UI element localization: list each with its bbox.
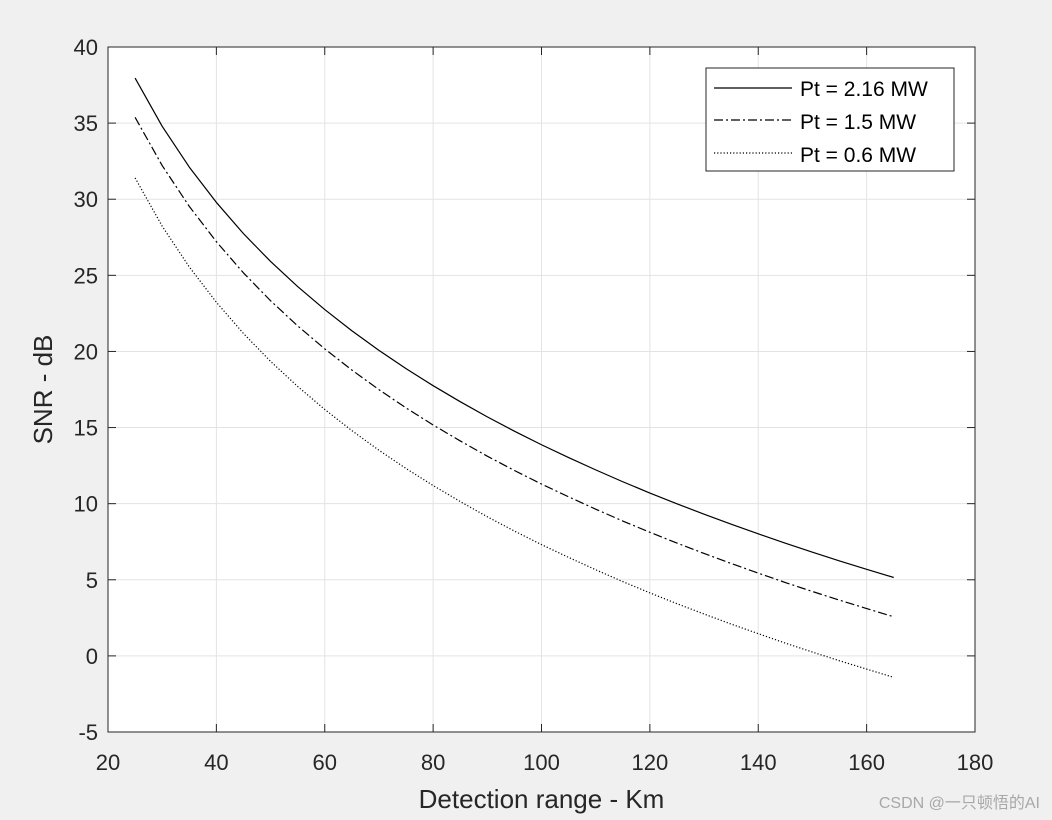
y-tick-label: 0 (86, 644, 98, 669)
y-tick-label: 5 (86, 568, 98, 593)
x-tick-label: 80 (421, 750, 445, 775)
y-tick-label: 20 (74, 339, 98, 364)
y-tick-label: 30 (74, 187, 98, 212)
series-line-1 (134, 117, 894, 618)
watermark-text: CSDN @一只顿悟的AI (879, 794, 1040, 812)
legend-label-1: Pt = 1.5 MW (800, 111, 916, 134)
x-tick-label: 20 (96, 750, 120, 775)
y-tick-label: 25 (74, 263, 98, 288)
axis-ticks (107, 46, 976, 733)
legend-box (705, 67, 955, 172)
x-tick-label: 160 (848, 750, 885, 775)
legend-label-0: Pt = 2.16 MW (800, 78, 928, 101)
y-tick-label: 15 (74, 416, 98, 441)
x-tick-label: 120 (632, 750, 669, 775)
x-tick-label: 40 (204, 750, 228, 775)
y-tick-label: 35 (74, 111, 98, 136)
x-tick-label: 180 (957, 750, 994, 775)
y-axis-title: SNR - dB (28, 335, 58, 445)
legend: Pt = 2.16 MW Pt = 1.5 MW Pt = 0.6 MW (705, 67, 955, 172)
series-line-0 (134, 77, 894, 579)
x-axis-title: Detection range - Km (419, 784, 665, 814)
y-tick-label: 40 (74, 35, 98, 60)
tick-labels: 20 40 60 80 100 120 140 160 180 -5 0 5 10 15 20 25 30 35 4… (74, 35, 994, 775)
x-tick-label: 60 (313, 750, 337, 775)
y-tick-label: -5 (78, 720, 98, 745)
legend-label-2: Pt = 0.6 MW (800, 144, 916, 167)
y-tick-label: 10 (74, 492, 98, 517)
x-tick-label: 140 (740, 750, 777, 775)
x-tick-label: 100 (523, 750, 560, 775)
series-layer (134, 77, 894, 678)
